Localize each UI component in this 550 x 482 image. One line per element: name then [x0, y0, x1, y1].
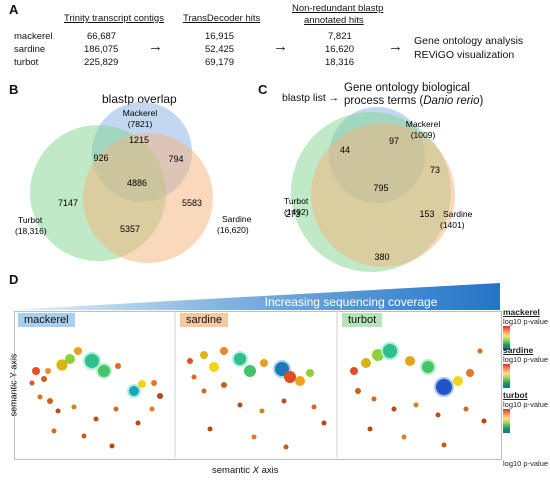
venn-b-diagram: Mackerel (7821) 1215 926 794 4886 7147 5…	[15, 102, 252, 263]
venn-b-circle-sardine	[83, 133, 213, 263]
col-header-transdecoder: TransDecoder hits	[183, 13, 261, 24]
tag-mackerel: mackerel	[18, 313, 75, 327]
revigo-plots-frame	[14, 311, 502, 460]
arrow-2: →	[273, 38, 288, 55]
legend-mackerel-colorbar	[503, 326, 510, 350]
venn-c-region-t-only: 273	[285, 209, 300, 219]
venn-c-region-all: 795	[373, 183, 388, 193]
venn-c-mackerel-name: Mackerel	[406, 119, 441, 129]
transdecoder-sardine: 52,425	[205, 44, 235, 55]
legend-sardine-colorbar	[503, 364, 510, 388]
venn-c-region-m-t: 44	[340, 145, 350, 155]
venn-c-prefix: blastp list →	[282, 92, 340, 104]
legend-turbot-name: turbot	[503, 390, 528, 400]
legend-turbot-colorbar	[503, 409, 510, 433]
venn-c-title-end: )	[479, 95, 484, 107]
legend-turbot-label: log10 p-value	[503, 400, 549, 409]
revigo-scatter	[29, 311, 487, 458]
venn-b-mackerel-count: (7821)	[128, 119, 153, 129]
result-line-2: REViGO visualization	[414, 49, 515, 61]
venn-c-region-s-only: 153	[419, 209, 434, 219]
y-axis-label: semantic Y axis	[8, 353, 19, 417]
venn-c-title-species: Danio rerio	[423, 95, 480, 107]
legend-sardine-label: log10 p-value	[503, 355, 549, 364]
transdecoder-mackerel: 16,915	[205, 31, 235, 42]
venn-c-title-line-2: process terms (Danio rerio)	[344, 95, 483, 107]
venn-c-sardine-count: (1401)	[440, 220, 465, 230]
coverage-banner: Increasing sequencing coverage	[6, 283, 500, 310]
venn-b-region-m-only: 1215	[129, 135, 149, 145]
venn-c-turbot-count: (1492)	[284, 207, 309, 217]
arrow-1: →	[148, 38, 163, 55]
venn-b-region-m-s: 794	[168, 154, 183, 164]
x-axis-label-italic: X	[252, 465, 259, 476]
venn-c-diagram: Mackerel (1009) 97 44 73 795 273 153 380…	[284, 107, 473, 272]
col-header-nonredundant-2: annotated hits	[304, 15, 364, 26]
legend-sardine-name: sardine	[503, 345, 534, 355]
legend-mackerel: mackerel log10 p-value	[503, 307, 548, 350]
venn-b-sardine-name: Sardine	[222, 214, 252, 224]
legend-turbot: turbot log10 p-value	[503, 390, 548, 433]
x-axis-label-end: axis	[259, 465, 279, 476]
arrow-3: →	[388, 38, 403, 55]
venn-c-title-line-1: Gene ontology biological	[344, 82, 470, 94]
legend-mackerel-name: mackerel	[503, 307, 540, 317]
venn-c-circle-sardine	[311, 123, 455, 267]
panel-a-label: A	[9, 2, 19, 17]
venn-c-mackerel-count: (1009)	[411, 130, 436, 140]
panel-c-label: C	[258, 82, 268, 97]
venn-b-region-t-s: 5357	[120, 224, 140, 234]
venn-b-sardine-count: (16,620)	[217, 225, 249, 235]
species-label-turbot: turbot	[14, 57, 39, 68]
venn-b-turbot-count: (18,316)	[15, 226, 47, 236]
nonredundant-sardine: 16,620	[325, 44, 355, 55]
panel-b-label: B	[9, 82, 19, 97]
x-axis-label-plain: semantic	[212, 465, 253, 476]
col-header-trinity: Trinity transcript contigs	[64, 13, 164, 24]
venn-c-turbot-name: Turbot	[284, 196, 309, 206]
banner-wedge	[6, 283, 500, 310]
species-label-sardine: sardine	[14, 44, 46, 55]
venn-b-region-t-only: 7147	[58, 198, 78, 208]
col-header-nonredundant-1: Non-redundant blastp	[292, 3, 384, 14]
venn-b-region-m-t: 926	[93, 153, 108, 163]
trinity-mackerel: 66,687	[87, 31, 117, 42]
venn-b-region-s-only: 5583	[182, 198, 202, 208]
legend-size-label: log10 p-value	[503, 459, 549, 468]
venn-c-region-m-only: 97	[389, 136, 399, 146]
trinity-turbot: 225,829	[84, 57, 119, 68]
result-line-1: Gene ontology analysis	[414, 35, 524, 47]
transdecoder-turbot: 69,179	[205, 57, 235, 68]
panel-d-label: D	[9, 272, 19, 287]
legend-sardine: sardine log10 p-value	[503, 345, 548, 388]
mackerel-bubbles	[29, 347, 163, 449]
nonredundant-mackerel: 7,821	[328, 31, 352, 42]
turbot-bubbles	[350, 342, 487, 448]
legend-size: log10 p-value	[503, 459, 548, 468]
sardine-bubbles	[187, 347, 327, 450]
venn-c-region-t-s: 380	[374, 252, 389, 262]
nonredundant-turbot: 18,316	[325, 57, 355, 68]
venn-b-mackerel-name: Mackerel	[123, 108, 158, 118]
x-axis-label: semantic X axis	[212, 465, 279, 476]
venn-c-region-m-s: 73	[430, 165, 440, 175]
venn-c-sardine-name: Sardine	[443, 209, 473, 219]
species-label-mackerel: mackerel	[14, 31, 53, 42]
tag-turbot: turbot	[342, 313, 383, 327]
venn-b-region-all: 4886	[127, 178, 147, 188]
tag-sardine: sardine	[180, 313, 229, 327]
venn-c-title-plain: process terms (	[344, 95, 424, 107]
venn-b-title: blastp overlap	[102, 92, 177, 106]
legend-mackerel-label: log10 p-value	[503, 317, 549, 326]
trinity-sardine: 186,075	[84, 44, 119, 55]
banner-text: Increasing sequencing coverage	[265, 295, 438, 309]
venn-b-turbot-name: Turbot	[18, 215, 43, 225]
